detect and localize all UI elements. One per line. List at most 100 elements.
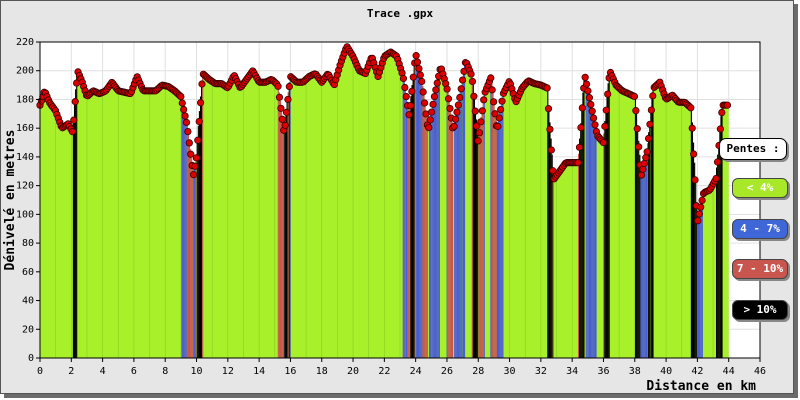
slope-band-24 [277,84,279,359]
slope-band-112 [550,138,552,358]
slope-band-118 [581,107,583,358]
elevation-point-298 [456,93,464,102]
elevation-point-267 [412,52,420,60]
slope-band-89 [476,119,478,358]
elevation-point-388 [582,80,591,88]
slope-band-6 [183,108,185,358]
elevation-point-483 [716,125,725,133]
elevation-point-282 [433,79,441,87]
slope-band-23 [202,74,204,358]
elevation-point-101 [178,99,186,107]
elevation-point-278 [428,108,436,116]
x-tick-label-1: 2 [68,366,74,377]
slope-band-109 [547,90,549,359]
slope-band-50 [418,64,420,358]
elevation-point-260 [402,92,410,101]
slope-band-9 [186,123,188,358]
legend-badge-4-7: 4 - 7% [732,219,788,239]
slope-band-120 [583,77,585,359]
slope-band-119 [582,92,584,358]
elevation-point-271 [418,77,426,86]
slope-band-21 [199,96,202,358]
slope-band-148 [646,143,649,358]
slope-band-58 [426,120,428,358]
elevation-point-270 [416,71,424,79]
slope-band-146 [644,156,646,358]
elevation-point-362 [546,125,554,133]
elevation-point-384 [577,124,585,132]
elevation-point-314 [478,107,486,115]
elevation-point-100 [177,92,185,101]
elevation-point-265 [409,73,417,81]
slope-band-124 [588,95,591,358]
slope-band-110 [548,106,550,358]
elevation-point-393 [590,114,598,122]
elevation-point-484 [718,108,726,117]
slope-band-108 [502,93,504,358]
slope-band-25 [278,92,280,358]
elevation-point-24 [70,116,78,124]
slope-band-153 [652,87,654,359]
elevation-point-382 [574,159,582,167]
elevation-point-422 [630,92,639,101]
elevation-point-273 [420,99,429,107]
y-tick-label-7: 140 [16,152,34,163]
elevation-point-262 [405,111,413,119]
y-tick-label-6: 120 [16,181,34,192]
slope-band-33 [287,92,289,358]
elevation-point-392 [588,107,596,115]
x-tick-label-9: 18 [316,366,328,377]
x-tick-label-14: 28 [472,366,484,377]
slope-band-161 [698,212,700,358]
slope-band-106 [500,105,502,358]
x-tick-label-10: 20 [347,366,359,377]
elevation-point-322 [489,98,498,106]
slope-band-168 [719,129,721,358]
slope-band-160 [697,217,699,358]
slope-band-11 [189,140,191,358]
slope-band-144 [642,166,644,358]
elevation-point-327 [497,105,505,114]
elevation-point-310 [473,122,481,130]
slope-band-16 [194,162,196,358]
elevation-point-294 [450,122,458,130]
x-tick-label-20: 40 [660,366,672,377]
slope-band-30 [284,122,286,358]
slope-band-133 [605,108,607,358]
slope-band-163 [700,201,702,358]
elevation-point-425 [635,143,643,151]
elevation-point-277 [426,116,434,124]
elevation-point-104 [182,118,191,127]
slope-band-31 [285,112,287,358]
elevation-point-279 [429,100,437,108]
elevation-point-326 [495,114,503,122]
elevation-point-169 [274,82,282,90]
slope-band-87 [473,96,475,358]
slope-band-97 [490,79,492,359]
slope-band-139 [637,126,639,358]
slope-band-86 [472,84,474,359]
slope-band-0 [72,118,74,358]
slope-band-113 [551,154,553,358]
x-tick-label-19: 38 [629,366,641,377]
elevation-point-177 [285,82,293,91]
elevation-point-102 [180,105,188,114]
slope-band-103 [496,125,498,358]
slope-band-27 [281,109,283,358]
slope-band-17 [195,154,197,358]
slope-band-5 [182,103,184,358]
x-tick-label-23: 46 [754,366,766,377]
y-tick-label-10: 200 [16,66,34,77]
slope-band-56 [424,102,426,358]
slope-band-2 [75,89,77,359]
slope-band-134 [606,95,608,358]
elevation-point-429 [640,159,648,168]
slope-band-149 [648,132,650,358]
elevation-point-306 [467,70,475,78]
elevation-point-308 [470,92,478,100]
slope-band-51 [419,69,421,359]
elevation-point-462 [687,104,695,112]
elevation-point-315 [480,96,488,104]
